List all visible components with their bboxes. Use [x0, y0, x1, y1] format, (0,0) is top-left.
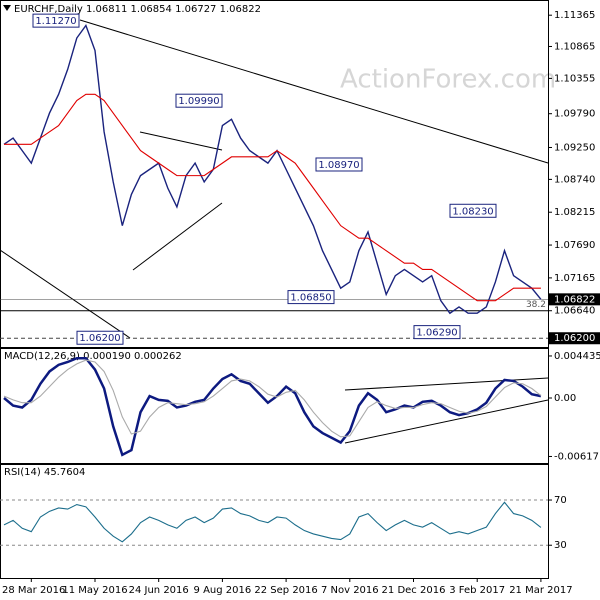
rsi-header: RSI(14) 45.7604	[4, 467, 85, 478]
annotation-label: 1.06290	[416, 328, 457, 339]
y-tick-label: 0.00	[554, 393, 576, 404]
fib-label: 38.2	[526, 300, 546, 310]
series-line	[3, 501, 542, 543]
series-line	[3, 24, 542, 315]
y-tick-label: 1.06640	[554, 306, 595, 317]
macd-header: MACD(12,26,9) 0.000190 0.000262	[4, 351, 182, 362]
x-tick-label: 24 Jun 2016	[129, 585, 189, 596]
x-tick-label: 3 Feb 2017	[449, 585, 505, 596]
price-header: EURCHF,Daily 1.06811 1.06854 1.06727 1.0…	[14, 4, 261, 15]
annotation-label: 1.08230	[452, 206, 493, 217]
series-line	[3, 356, 542, 457]
y-tick-label: 1.11365	[554, 10, 595, 21]
x-tick-label: 9 Aug 2016	[194, 585, 252, 596]
annotation-box	[32, 13, 80, 28]
annotation-label: 1.06200	[79, 333, 120, 344]
y-tick-label: 1.08215	[554, 207, 595, 218]
y-tick-label: 1.10355	[554, 73, 595, 84]
y-tick-label: 1.06200	[554, 333, 595, 344]
y-tick-label: 70	[554, 495, 567, 506]
y-tick-label: 1.07690	[554, 240, 595, 251]
y-tick-label: -0.00617	[554, 451, 599, 462]
y-tick-label: 1.06822	[554, 294, 595, 305]
y-tick-label: 0.004435	[554, 351, 600, 362]
y-tick-label: 1.10865	[554, 41, 595, 52]
y-tick-label: 1.07165	[554, 273, 595, 284]
annotation-box	[449, 203, 497, 218]
x-tick-label: 22 Sep 2016	[254, 585, 317, 596]
annotation-box	[287, 290, 335, 305]
tick-highlight	[549, 332, 600, 345]
y-tick-label: 1.08740	[554, 174, 595, 185]
annotation-label: 1.08970	[318, 160, 359, 171]
annotation-box	[175, 93, 223, 108]
annotation-box	[315, 157, 363, 172]
series-line	[3, 359, 542, 438]
x-tick-label: 21 Dec 2016	[382, 585, 446, 596]
tick-highlight	[549, 293, 600, 306]
menu-icon	[3, 5, 11, 11]
x-tick-label: 28 Mar 2016	[2, 585, 65, 596]
annotation-box	[413, 325, 461, 340]
y-tick-label: 1.09790	[554, 109, 595, 120]
x-tick-label: 21 Mar 2017	[509, 585, 572, 596]
annotation-label: 1.11270	[35, 16, 76, 27]
watermark: ActionForex.com	[340, 65, 556, 95]
frames	[0, 0, 549, 579]
annotation-box	[76, 330, 124, 345]
annotation-label: 1.09990	[178, 96, 219, 107]
y-tick-label: 30	[554, 540, 567, 551]
series-line	[4, 93, 541, 302]
x-tick-label: 11 May 2016	[62, 585, 127, 596]
annotation-label: 1.06850	[290, 293, 331, 304]
y-tick-label: 1.09250	[554, 142, 595, 153]
x-tick-label: 7 Nov 2016	[321, 585, 379, 596]
